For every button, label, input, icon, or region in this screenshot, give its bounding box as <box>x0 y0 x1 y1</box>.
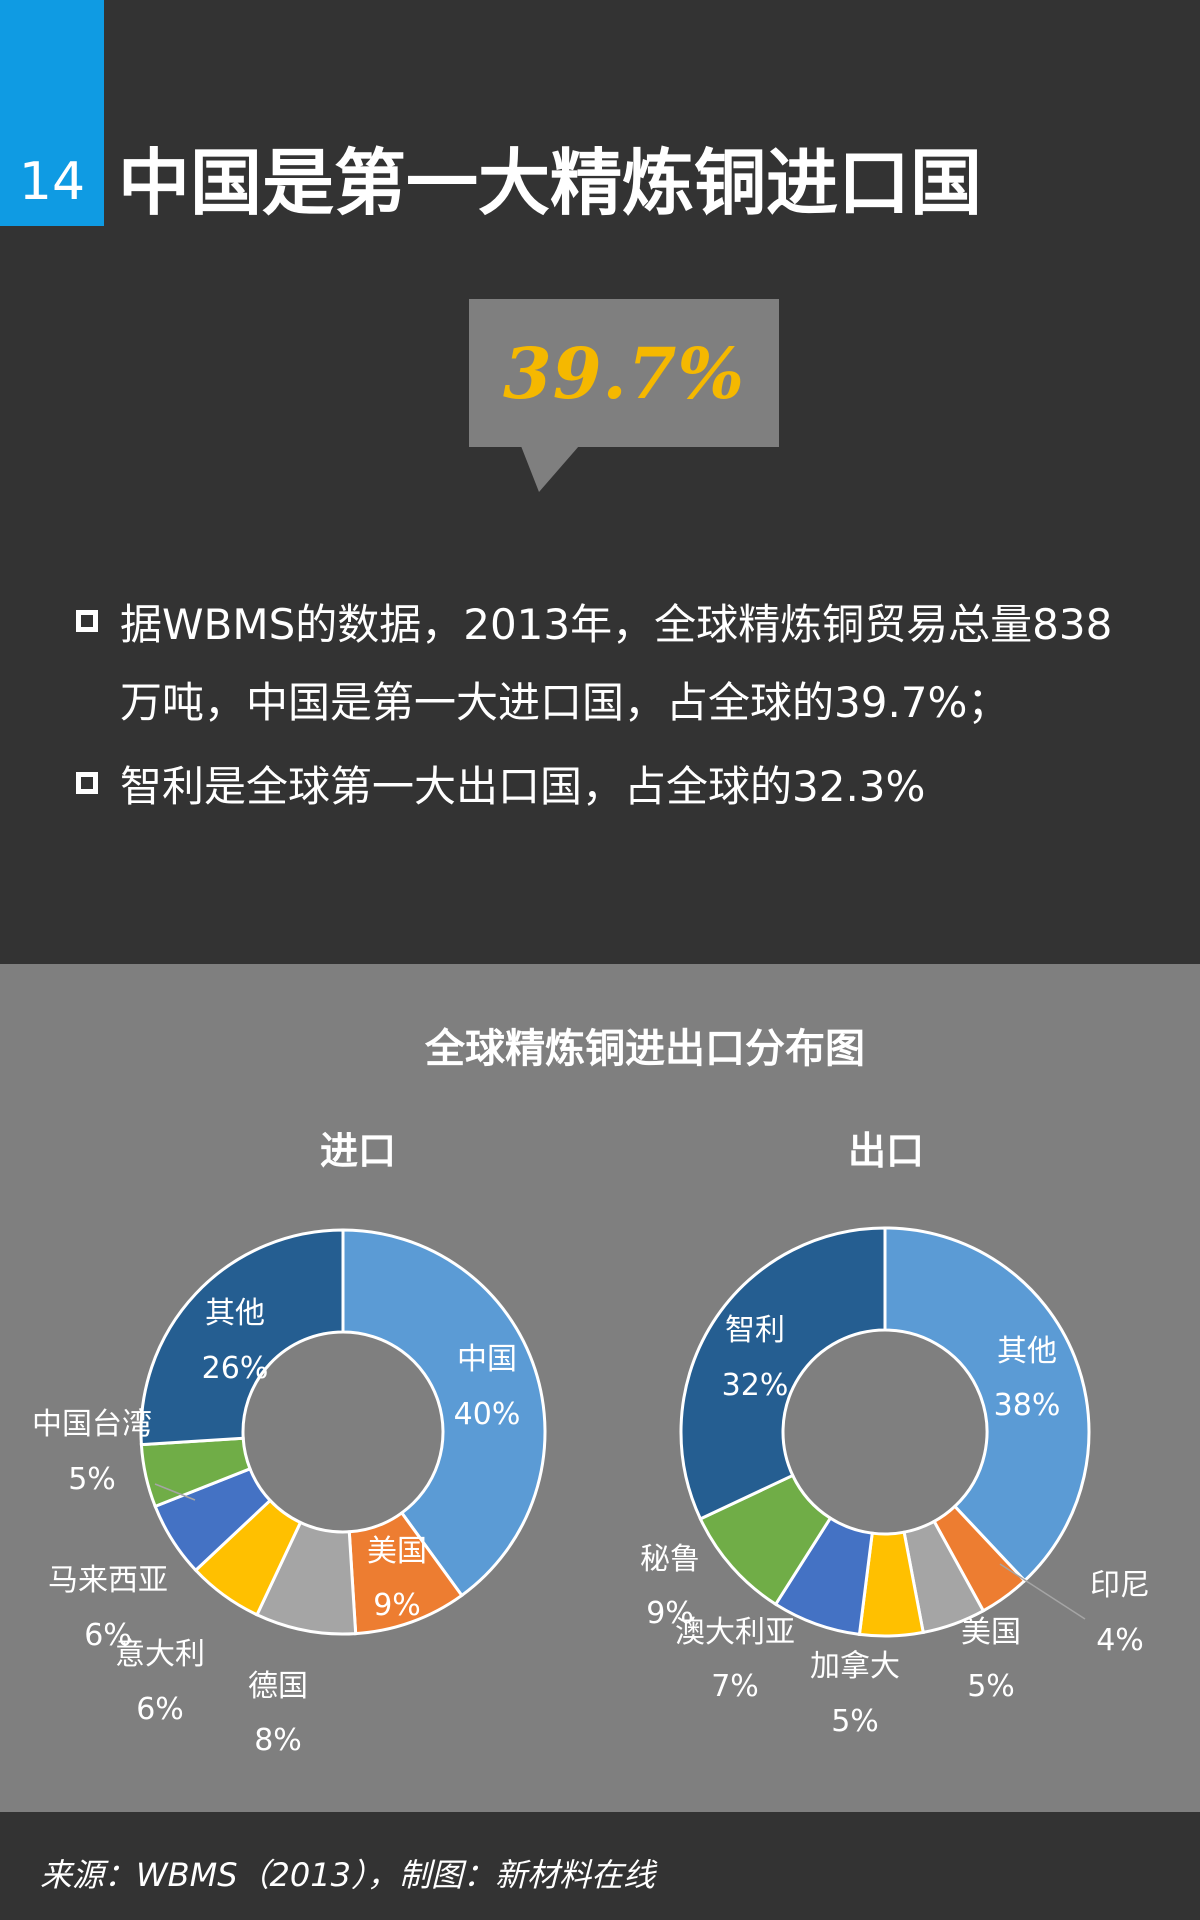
slice-value-label: 26% <box>202 1351 269 1386</box>
export-chart-title: 出口 <box>847 1129 924 1173</box>
donut-slice-import-0 <box>341 1228 547 1598</box>
slice-value-label: 5% <box>68 1462 116 1497</box>
slice-value-label: 8% <box>254 1723 302 1758</box>
slice-value-label: 6% <box>136 1692 184 1727</box>
slice-value-label: 7% <box>711 1669 759 1704</box>
bullet-item: 据WBMS的数据，2013年，全球精炼铜贸易总量838万吨，中国是第一大进口国，… <box>76 586 1136 742</box>
slice-category-label: 澳大利亚 <box>675 1615 795 1650</box>
donut-slice-export-6 <box>679 1226 887 1521</box>
donut-slice-import-6 <box>139 1228 345 1447</box>
slice-category-label: 德国 <box>248 1669 308 1704</box>
bullet-text: 智利是全球第一大出口国，占全球的32.3% <box>120 762 926 811</box>
slice-category-label: 其他 <box>205 1296 265 1331</box>
slice-value-label: 40% <box>454 1397 521 1432</box>
page-number-badge: 14 <box>0 0 104 226</box>
slice-category-label: 马来西亚 <box>48 1563 168 1598</box>
leader-line <box>154 1483 196 1501</box>
header-section <box>0 0 1200 964</box>
chart-title: 全球精炼铜进出口分布图 <box>425 1026 865 1072</box>
slice-value-label: 5% <box>967 1669 1015 1704</box>
slice-category-label: 美国 <box>961 1615 1021 1650</box>
slice-category-label: 加拿大 <box>810 1649 900 1684</box>
donut-slice-export-0 <box>883 1226 1091 1583</box>
page-title: 中国是第一大精炼铜进口国 <box>118 141 983 225</box>
callout-value: 39.7% <box>502 331 745 415</box>
leader-line <box>999 1563 1086 1620</box>
slice-value-label: 6% <box>84 1618 132 1653</box>
slice-category-label: 智利 <box>725 1313 785 1348</box>
slice-category-label: 美国 <box>367 1534 427 1569</box>
square-bullet-icon <box>76 610 98 632</box>
slice-category-label: 印尼 <box>1090 1568 1150 1603</box>
bullet-item: 智利是全球第一大出口国，占全球的32.3% <box>76 748 1136 826</box>
bullet-list: 据WBMS的数据，2013年，全球精炼铜贸易总量838万吨，中国是第一大进口国，… <box>76 586 1136 832</box>
slice-category-label: 中国 <box>457 1342 517 1377</box>
callout-tail <box>521 446 579 492</box>
slice-category-label: 意大利 <box>115 1637 205 1672</box>
slice-value-label: 38% <box>994 1388 1061 1423</box>
slice-value-label: 9% <box>373 1588 421 1623</box>
import-chart-title: 进口 <box>319 1129 396 1173</box>
slice-value-label: 32% <box>722 1368 789 1403</box>
callout-box: 39.7% <box>469 299 779 447</box>
slice-value-label: 5% <box>831 1704 879 1739</box>
slice-category-label: 其他 <box>997 1334 1057 1369</box>
slice-value-label: 9% <box>646 1596 694 1631</box>
page-number: 14 <box>18 152 86 212</box>
slice-value-label: 4% <box>1096 1623 1144 1658</box>
source-note: 来源：WBMS（2013），制图：新材料在线 <box>40 1856 655 1894</box>
bullet-text: 据WBMS的数据，2013年，全球精炼铜贸易总量838万吨，中国是第一大进口国，… <box>120 600 1113 727</box>
slice-category-label: 中国台湾 <box>32 1407 152 1442</box>
slice-category-label: 秘鲁 <box>640 1542 700 1577</box>
square-bullet-icon <box>76 772 98 794</box>
